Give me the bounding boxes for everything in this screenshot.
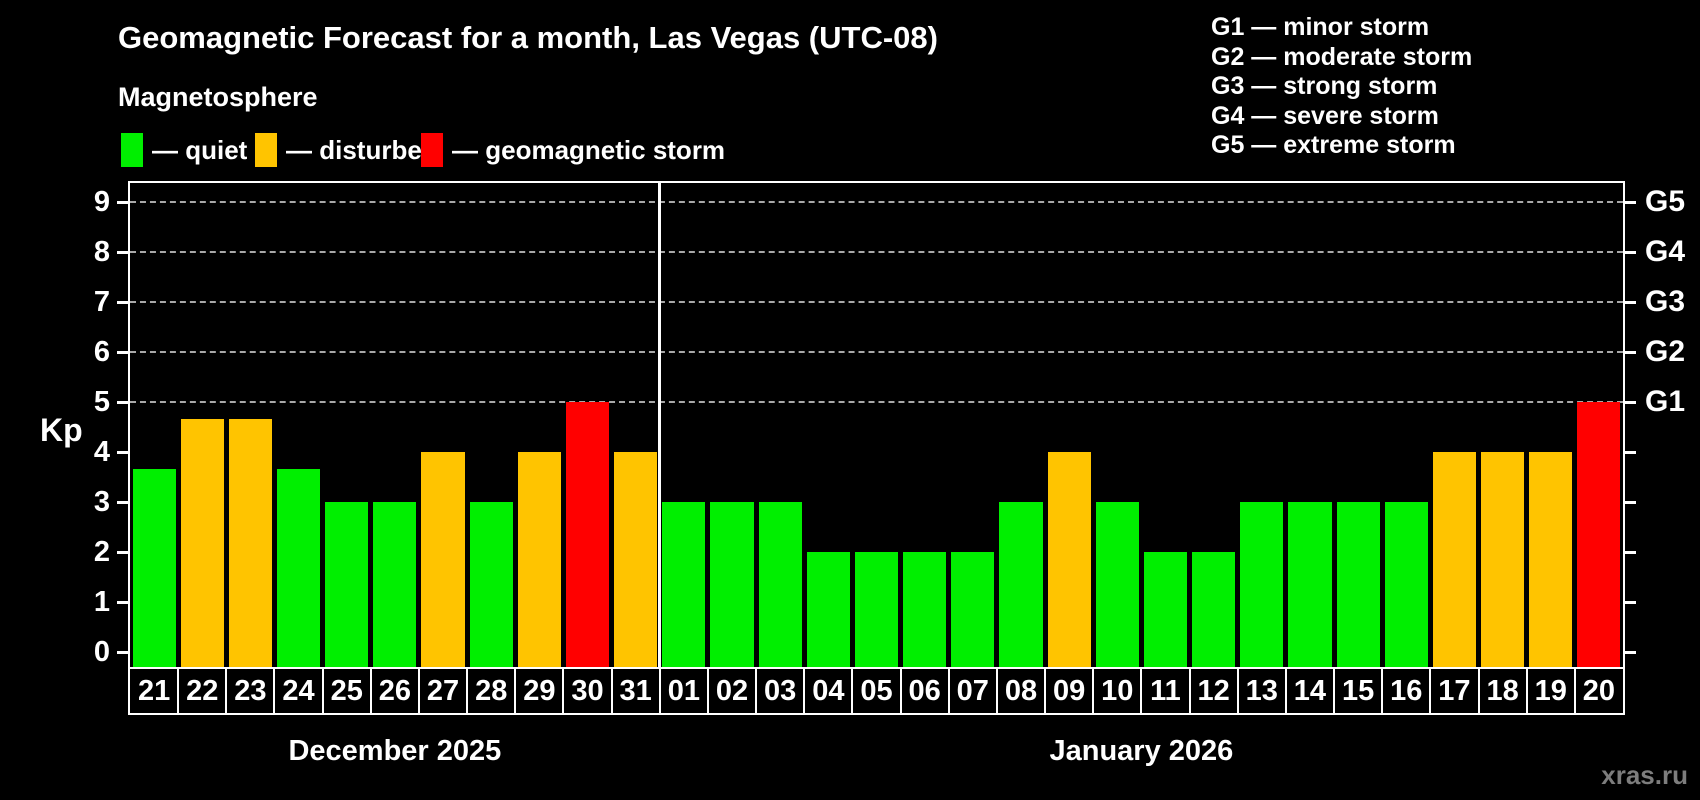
y-tick-label: 8	[93, 236, 110, 268]
month-label-january: January 2026	[1049, 735, 1234, 767]
date-cell-border	[225, 669, 228, 713]
y-tick-label: 0	[93, 636, 110, 668]
g-axis-label: G5	[1645, 185, 1686, 218]
date-cell-border	[321, 669, 324, 713]
date-cell-border	[562, 669, 565, 713]
legend-label-storm: — geomagnetic storm	[452, 135, 726, 165]
date-cell-border	[658, 669, 661, 713]
date-cell: 04	[812, 675, 845, 707]
g-scale-line-g5: G5 — extreme storm	[1211, 131, 1456, 159]
y-axis-title: Kp	[40, 412, 83, 448]
date-cell-border	[1284, 669, 1287, 713]
plot-frame	[128, 181, 1625, 669]
g-scale-legend: G1 — minor storm G2 — moderate storm G3 …	[1211, 13, 1472, 161]
date-cell: 16	[1390, 675, 1423, 707]
date-cell-border	[177, 669, 180, 713]
date-cell: 15	[1341, 675, 1375, 707]
g-axis-label: G4	[1645, 235, 1686, 268]
y-tick-label: 6	[93, 336, 110, 368]
date-axis-row: 21 22 23 24 25 26 27 28 29 30 31 01 02 03 04 05 06 07 08 09…	[128, 667, 1625, 715]
date-cell-border	[417, 669, 420, 713]
date-cell: 25	[330, 675, 363, 707]
date-cell: 05	[860, 675, 893, 707]
date-cell: 13	[1245, 675, 1278, 707]
date-cell-border	[947, 669, 950, 713]
g-scale-line-g1: G1 — minor storm	[1211, 13, 1430, 41]
date-cell: 11	[1150, 675, 1181, 707]
g-axis-label: G2	[1645, 335, 1686, 368]
date-cell-border	[1477, 669, 1480, 713]
date-cell-border	[1188, 669, 1191, 713]
date-cell-border	[1236, 669, 1239, 713]
legend-swatch-quiet-icon	[121, 133, 143, 167]
date-cell-border	[1573, 669, 1576, 713]
legend-label-disturbed: — disturbed	[286, 135, 438, 165]
g-axis-label: G1	[1645, 385, 1686, 418]
date-cell-border	[514, 669, 517, 713]
date-cell: 07	[956, 675, 989, 707]
date-cell: 24	[282, 675, 315, 707]
date-cell-border	[1381, 669, 1384, 713]
date-cell: 28	[475, 675, 508, 707]
date-cell-border	[1044, 669, 1047, 713]
date-cell: 14	[1293, 675, 1327, 707]
date-cell-border	[706, 669, 709, 713]
date-cell: 30	[571, 675, 604, 707]
date-cell: 10	[1101, 675, 1134, 707]
y-tick-label: 3	[93, 486, 110, 518]
g-scale-line-g3: G3 — strong storm	[1211, 72, 1438, 100]
y-tick-label: 2	[93, 536, 110, 568]
date-cell-border	[466, 669, 469, 713]
date-cell: 26	[378, 675, 411, 707]
y-tick-label: 1	[93, 586, 110, 618]
date-cell-border	[1525, 669, 1528, 713]
date-cell: 29	[523, 675, 556, 707]
date-cell: 20	[1582, 675, 1616, 707]
date-cell: 06	[908, 675, 941, 707]
date-cell: 21	[137, 675, 171, 707]
date-cell: 19	[1534, 675, 1567, 707]
date-cell-border	[1429, 669, 1432, 713]
date-cell-border	[1140, 669, 1143, 713]
date-cell: 23	[234, 675, 267, 707]
g-scale-line-g4: G4 — severe storm	[1211, 101, 1439, 130]
date-cell-border	[851, 669, 854, 713]
date-cell: 03	[764, 675, 797, 707]
date-cell: 31	[619, 675, 652, 707]
date-cell-border	[610, 669, 613, 713]
date-cell: 27	[426, 675, 460, 707]
legend-swatch-storm-icon	[421, 133, 443, 167]
date-cell-border	[1092, 669, 1095, 713]
date-cell-border	[1333, 669, 1336, 713]
g-scale-line-g2: G2 — moderate storm	[1211, 42, 1473, 71]
date-cell-border	[273, 669, 276, 713]
date-cell-border	[899, 669, 902, 713]
y-tick-label: 9	[93, 186, 110, 218]
date-cell: 12	[1197, 675, 1230, 707]
date-cell-border	[369, 669, 372, 713]
legend-label-quiet: — quiet	[152, 135, 248, 165]
date-cell: 17	[1438, 675, 1471, 707]
date-cell-border	[755, 669, 758, 713]
date-cell-border	[803, 669, 806, 713]
month-label-december: December 2025	[288, 735, 502, 767]
date-cell: 18	[1486, 675, 1519, 707]
date-cell: 09	[1053, 675, 1086, 707]
watermark: xras.ru	[1601, 760, 1688, 790]
g-axis-label: G3	[1645, 285, 1686, 318]
date-cell: 22	[186, 675, 219, 707]
date-cell: 01	[667, 675, 700, 707]
date-cell: 02	[715, 675, 749, 707]
y-tick-label: 7	[93, 286, 110, 318]
legend-swatch-disturbed-icon	[255, 133, 277, 167]
date-cell: 08	[1004, 675, 1038, 707]
date-cell-border	[995, 669, 998, 713]
page-title: Geomagnetic Forecast for a month, Las Ve…	[118, 20, 938, 55]
chart-subtitle: Magnetosphere	[118, 82, 318, 112]
